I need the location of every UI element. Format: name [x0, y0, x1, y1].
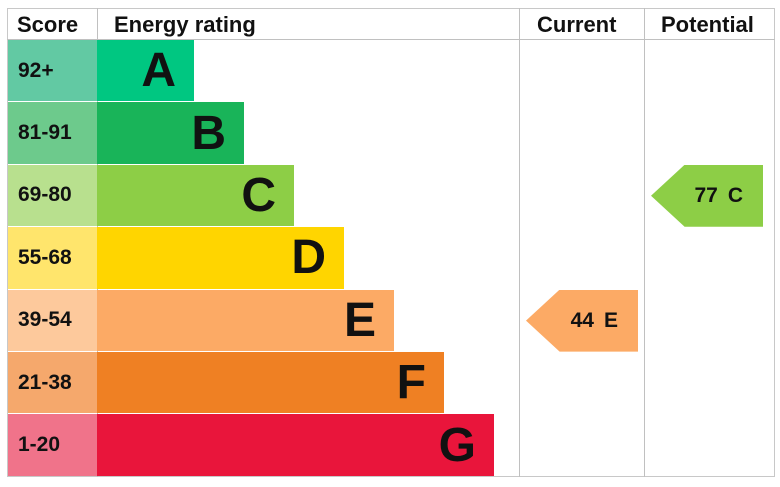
score-range-c: 69-80 [8, 164, 97, 227]
potential-value: 77 [694, 183, 718, 207]
score-range-d: 55-68 [8, 227, 97, 289]
rating-bar-f: F [97, 352, 444, 414]
rating-bar-e: E [97, 289, 394, 351]
rating-bar-c: C [97, 164, 294, 227]
score-range-a: 92+ [8, 40, 97, 102]
rating-bar-g: G [97, 414, 494, 476]
score-range-e: 39-54 [8, 289, 97, 351]
header-energy-rating: Energy rating [114, 12, 256, 37]
header-divider [7, 39, 775, 40]
rating-bar-b: B [97, 102, 244, 164]
score-range-g: 1-20 [8, 414, 97, 476]
potential-band: C [727, 183, 743, 207]
header-current: Current [537, 12, 617, 37]
column-divider [644, 8, 645, 477]
column-divider [519, 8, 520, 477]
current-value: 44 [570, 308, 594, 332]
rating-bar-a: A [97, 40, 194, 102]
header-score: Score [17, 12, 79, 37]
score-range-b: 81-91 [8, 102, 97, 164]
chart-frame [7, 8, 775, 477]
score-range-f: 21-38 [8, 352, 97, 414]
rating-bar-d: D [97, 227, 344, 289]
current-band: E [603, 308, 618, 332]
header-potential: Potential [661, 12, 754, 37]
